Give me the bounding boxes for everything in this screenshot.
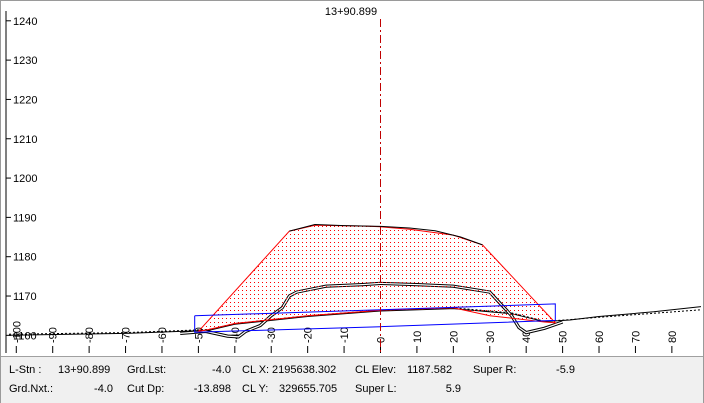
x-axis: -100 -90 -80 -70 -60 -50 -40 -30 -20 -10 0 10 20 30 40…	[11, 321, 679, 353]
x-tick-label: -60	[157, 327, 169, 343]
cut-dp-value: -13.898	[193, 383, 231, 395]
x-tick-label: 40	[521, 331, 533, 343]
x-tick-label: 0	[375, 337, 387, 343]
cl-x-label: CL X:	[242, 364, 270, 376]
l-stn-value: 13+90.899	[58, 364, 111, 376]
y-tick-label: 1240	[13, 16, 37, 28]
x-tick-label: -10	[339, 327, 351, 343]
cl-elev-label: CL Elev:	[355, 364, 397, 376]
fill-region	[197, 224, 557, 333]
series-layer	[8, 223, 702, 339]
super-l-value: 5.9	[445, 383, 461, 395]
x-tick-label: -100	[11, 321, 23, 343]
grd-lst-label: Grd.Lst:	[127, 364, 167, 376]
y-tick-label: 1170	[13, 291, 37, 303]
grd-lst-value: -4.0	[212, 364, 231, 376]
x-tick-label: 50	[558, 331, 570, 343]
grd-nxt-value: -4.0	[94, 383, 113, 395]
cross-section-plot[interactable]: 1240 1230 1220 1210 1200 1190 1180 1170 1160 -10…	[1, 1, 703, 356]
y-tick-label: 1160	[13, 330, 37, 342]
series-line-0	[8, 306, 702, 336]
x-tick-label: -80	[84, 327, 96, 343]
status-bar: L-Stn : 13+90.899 Grd.Lst: -4.0 CL X: 21…	[1, 356, 703, 403]
y-tick-label: 1200	[13, 173, 37, 185]
y-tick-label: 1190	[13, 212, 37, 224]
station-title: 13+90.899	[324, 6, 378, 18]
y-tick-label: 1210	[13, 134, 37, 146]
x-tick-label: 70	[630, 331, 642, 343]
y-axis: 1240 1230 1220 1210 1200 1190 1180 1170 1160	[5, 11, 37, 353]
y-tick-label: 1230	[13, 55, 37, 67]
x-tick-label: 20	[448, 331, 460, 343]
x-tick-label: 60	[594, 331, 606, 343]
series-line-4	[289, 223, 483, 246]
cl-y-label: CL Y:	[242, 383, 269, 395]
super-r-value: -5.9	[556, 364, 575, 376]
x-tick-label: -30	[266, 327, 278, 343]
x-tick-label: 10	[412, 331, 424, 343]
cl-elev-value: 1187.582	[407, 364, 453, 376]
cl-y-value: 329655.705	[279, 383, 338, 395]
grd-nxt-label: Grd.Nxt.:	[9, 383, 54, 395]
l-stn-label: L-Stn :	[9, 364, 42, 376]
y-tick-label: 1180	[13, 252, 37, 264]
x-tick-label: 80	[667, 331, 679, 343]
super-l-label: Super L:	[355, 383, 397, 395]
x-tick-label: -70	[121, 327, 133, 343]
x-tick-label: -20	[303, 327, 315, 343]
super-r-label: Super R:	[473, 364, 517, 376]
cut-dp-label: Cut Dp:	[127, 383, 165, 395]
x-tick-label: 30	[485, 331, 497, 343]
cl-x-value: 2195638.302	[272, 364, 337, 376]
y-tick-label: 1220	[13, 94, 37, 106]
